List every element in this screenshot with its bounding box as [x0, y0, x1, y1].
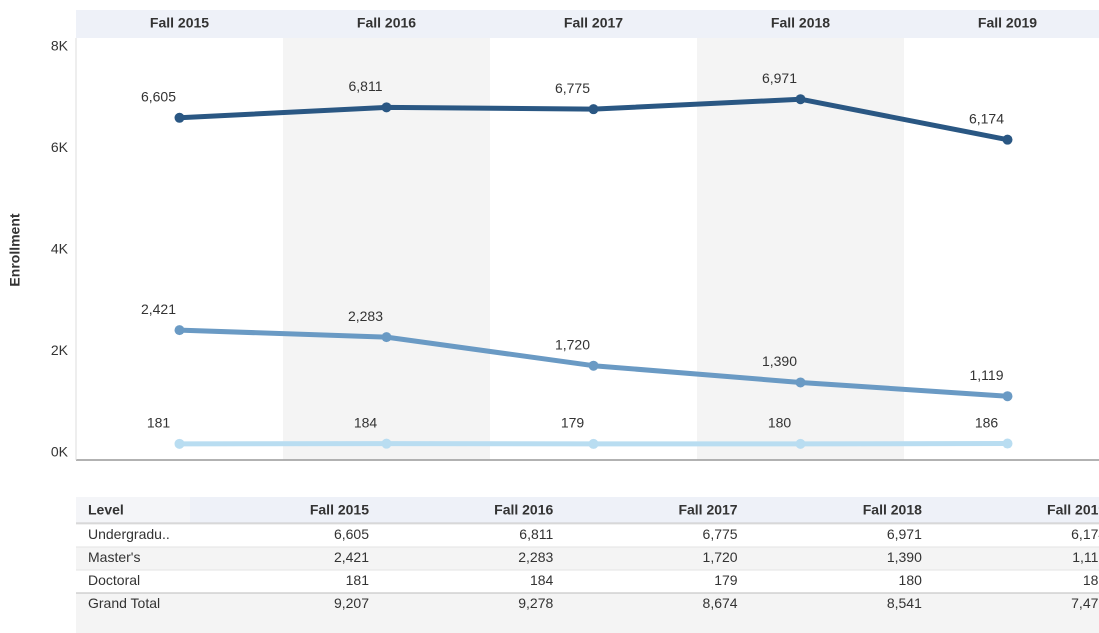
table-cell: Doctoral: [88, 572, 140, 588]
header-band: [76, 10, 1099, 38]
point: [588, 438, 599, 449]
table-level-bg: [76, 497, 190, 523]
data-label: 1,390: [762, 353, 797, 369]
table-header: Fall 2015: [310, 502, 369, 518]
y-axis-label: Enrollment: [7, 213, 23, 286]
table-cell: 179: [714, 572, 738, 588]
data-label: 2,283: [348, 308, 383, 324]
column-shade: [697, 38, 904, 460]
data-label: 6,971: [762, 70, 797, 86]
point: [1002, 391, 1013, 402]
column-shade: [283, 38, 490, 460]
table-header: Fall 2018: [863, 502, 922, 518]
y-tick-label: 4K: [51, 241, 69, 257]
y-tick-label: 6K: [51, 139, 69, 155]
column-header: Fall 2015: [150, 15, 209, 31]
table-cell: 181: [346, 572, 370, 588]
point: [1002, 438, 1013, 449]
y-tick-label: 2K: [51, 342, 69, 358]
row-shade: [76, 547, 1099, 570]
data-label: 6,811: [349, 78, 383, 94]
table-cell: 9,278: [518, 595, 553, 611]
table-cell: 184: [530, 572, 554, 588]
point: [795, 438, 806, 449]
table-header-bg: [76, 497, 1099, 523]
table-header: Fall 2019: [1047, 502, 1099, 518]
table-cell: 2,421: [334, 549, 369, 565]
table-cell: 1,390: [887, 549, 922, 565]
table-cell: 2,283: [518, 549, 553, 565]
point: [1002, 134, 1013, 145]
table-cell: 1,119: [1072, 549, 1099, 565]
point: [174, 325, 185, 336]
point: [174, 112, 185, 123]
data-label: 179: [561, 415, 585, 431]
table-cell: 9,207: [334, 595, 369, 611]
table-cell: 6,971: [887, 526, 922, 542]
table-cell: 8,674: [703, 595, 738, 611]
y-tick-label: 8K: [51, 38, 69, 54]
table-cell: 6,174: [1071, 526, 1099, 542]
column-header: Fall 2018: [771, 15, 830, 31]
point: [795, 377, 806, 388]
data-label: 186: [975, 414, 999, 430]
data-label: 1,720: [555, 336, 590, 352]
table-cell: 180: [899, 572, 923, 588]
y-tick-label: 0K: [51, 444, 69, 460]
table-cell: Master's: [88, 549, 140, 565]
table-cell: 6,775: [703, 526, 738, 542]
point: [795, 94, 806, 105]
point: [381, 102, 392, 113]
data-label: 6,605: [141, 88, 176, 104]
data-label: 184: [354, 414, 378, 430]
table-header: Fall 2017: [678, 502, 737, 518]
point: [588, 360, 599, 371]
data-label: 181: [147, 415, 171, 431]
point: [588, 104, 599, 115]
table-cell: Grand Total: [88, 595, 160, 611]
column-header: Fall 2019: [978, 15, 1037, 31]
row-shade: [76, 593, 1099, 633]
data-label: 6,174: [969, 110, 1004, 126]
table-cell: 1,720: [703, 549, 738, 565]
table-header: Level: [88, 502, 124, 518]
point: [381, 438, 392, 449]
table-cell: 6,811: [519, 526, 553, 542]
table-cell: 8,541: [887, 595, 922, 611]
table-header: Fall 2016: [494, 502, 553, 518]
data-label: 6,775: [555, 80, 590, 96]
data-label: 180: [768, 415, 792, 431]
column-header: Fall 2016: [357, 15, 416, 31]
data-label: 2,421: [141, 301, 176, 317]
column-header: Fall 2017: [564, 15, 623, 31]
table-cell: 186: [1083, 572, 1099, 588]
point: [381, 332, 392, 343]
data-label: 1,119: [970, 367, 1004, 383]
table-cell: 6,605: [334, 526, 369, 542]
point: [174, 438, 185, 449]
table-cell: Undergradu..: [88, 526, 170, 542]
table-cell: 7,479: [1071, 595, 1099, 611]
